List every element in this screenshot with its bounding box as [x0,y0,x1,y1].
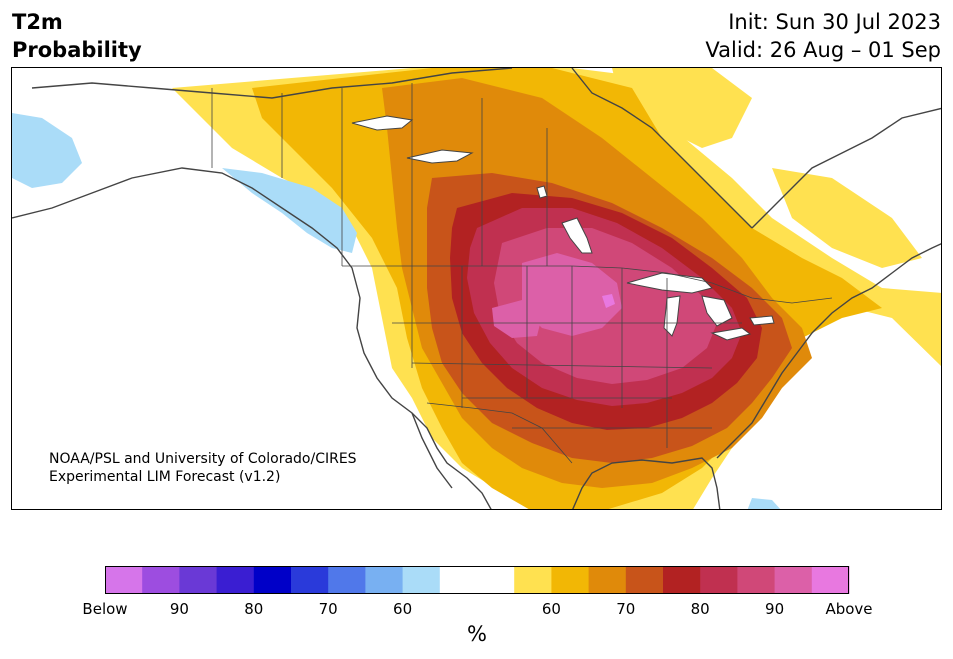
credit-text: NOAA/PSL and University of Colorado/CIRE… [49,450,357,486]
colorbar-cell [216,566,255,594]
colorbar-cell [663,566,701,594]
us-mexico-border [426,402,573,464]
init-date: Init: Sun 30 Jul 2023 [728,10,941,34]
shade-above [602,294,615,308]
hudson-bay [571,68,753,229]
shade-95-b [492,300,542,338]
pacific-coast [12,167,492,509]
colorbar-cell [477,566,515,594]
colorbar-cell [737,566,776,594]
colorbar-cell [142,566,180,594]
coastlines [12,68,941,509]
province-lines [211,83,548,266]
colorbar-tick-label: 90 [765,600,785,618]
valid-range: Valid: 26 Aug – 01 Sep [705,38,941,62]
colorbar-tick-label: 60 [393,600,413,618]
labrador-coast [751,107,941,229]
colorbar-tick-label: 70 [318,600,338,618]
colorbar [105,566,850,594]
colorbar-unit: % [467,622,487,646]
atlantic-coast [716,243,941,459]
colorbar-cell [588,566,627,594]
probability-shading [12,68,941,509]
colorbar-cell [811,566,850,594]
lake-erie [710,327,752,341]
colorbar-cells [105,566,850,594]
credit-line-2: Experimental LIM Forecast (v1.2) [49,469,281,485]
colorbar-tick-label: 80 [690,600,710,618]
map-svg [12,68,941,509]
colorbar-tick-label: Above [825,600,873,618]
baja-coast [411,412,453,489]
colorbar-tick-label: 90 [169,600,189,618]
lakes [351,115,775,341]
colorbar-frame [105,566,849,594]
shade-below-coast [222,168,357,253]
colorbar-cell [551,566,590,594]
chart-title: T2m Probability [12,8,142,64]
colorbar-cell [253,566,292,594]
colorbar-cell [774,566,813,594]
shade-60-ne [772,168,922,268]
colorbar-cell [179,566,218,594]
colorbar-cell [514,566,552,594]
colorbar-tick-label: 60 [541,600,561,618]
shade-below-south [747,498,781,509]
state-lines-1 [411,266,668,448]
colorbar-cell [105,566,143,594]
credit-line-1: NOAA/PSL and University of Colorado/CIRE… [49,451,357,467]
colorbar-cell [439,566,478,594]
shade-below-alaska [12,113,82,188]
colorbar-cell [365,566,404,594]
lake-great-bear [351,115,414,131]
gulf-coast [572,457,721,509]
colorbar-tick-label: Below [82,600,128,618]
forecast-map [11,67,942,510]
lake-winnipeg [561,217,593,254]
colorbar-cell [402,566,441,594]
title-line-2: Probability [12,38,142,62]
colorbar-cell [700,566,738,594]
us-canada-border [342,265,833,304]
lake-great-slave [406,149,474,164]
colorbar-cell [291,566,329,594]
colorbar-tick-label: 80 [244,600,264,618]
state-lines-2 [392,322,742,429]
date-info: Init: Sun 30 Jul 2023 Valid: 26 Aug – 01… [705,8,941,64]
colorbar-cell [625,566,664,594]
political-borders [211,83,833,464]
colorbar-cell [328,566,366,594]
title-line-1: T2m [12,10,63,34]
shade-60-east [612,68,752,148]
arctic-coast [31,68,513,99]
lake-ontario [749,315,775,326]
colorbar-tick-label: 70 [616,600,636,618]
lake-huron [701,295,733,327]
